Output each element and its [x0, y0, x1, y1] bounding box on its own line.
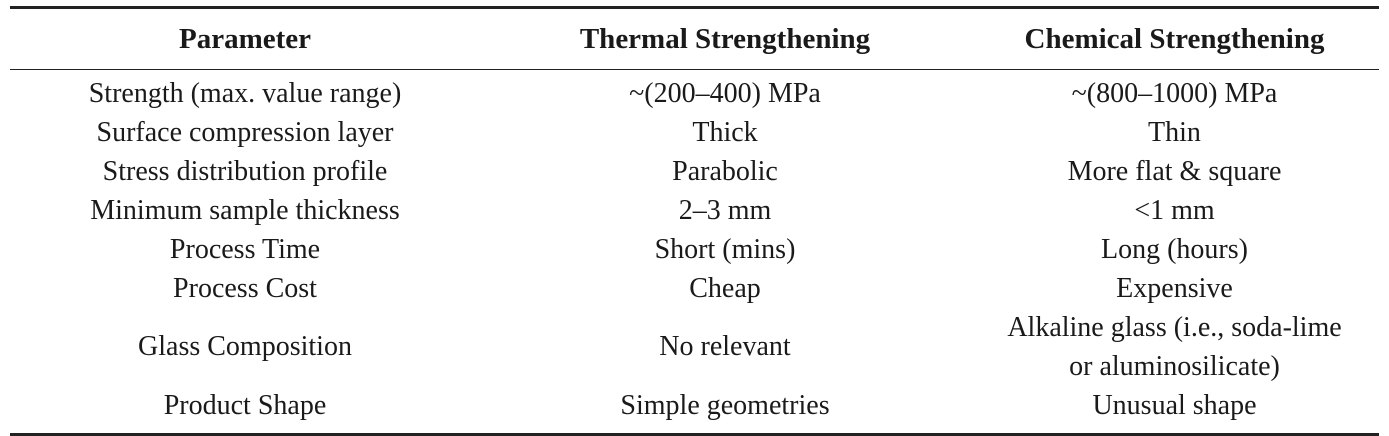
cell-parameter: Surface compression layer	[96, 116, 394, 148]
table-row: Glass Composition No relevant Alkaline g…	[10, 308, 1379, 386]
header-chemical-strengthening: Chemical Strengthening	[1024, 22, 1325, 55]
cell-parameter: Process Time	[169, 233, 321, 265]
header-parameter: Parameter	[178, 22, 311, 55]
cell-thermal: Thick	[692, 116, 758, 148]
table-row: Process Time Short (mins) Long (hours)	[10, 230, 1379, 269]
cell-thermal: Simple geometries	[620, 389, 830, 421]
cell-chemical: Expensive	[1116, 272, 1233, 304]
cell-chemical: Unusual shape	[1092, 389, 1257, 421]
table-top-rule	[10, 6, 1379, 9]
cell-parameter: Minimum sample thickness	[90, 194, 400, 226]
cell-chemical-line-2: or aluminosilicate)	[1069, 351, 1280, 382]
table-row: Surface compression layer Thick Thin	[10, 113, 1379, 152]
cell-parameter: Stress distribution profile	[102, 155, 388, 187]
cell-thermal: 2–3 mm	[678, 194, 772, 226]
cell-thermal: Parabolic	[672, 155, 778, 187]
table-row: Strength (max. value range) ~(200–400) M…	[10, 74, 1379, 113]
comparison-table: Parameter Thermal Strengthening Chemical…	[10, 6, 1379, 436]
table-row: Process Cost Cheap Expensive	[10, 269, 1379, 308]
cell-thermal: No relevant	[659, 331, 791, 362]
cell-chemical: ~(800–1000) MPa	[1071, 77, 1278, 109]
cell-parameter: Strength (max. value range)	[88, 77, 402, 109]
cell-parameter: Glass Composition	[138, 331, 352, 362]
cell-chemical: Alkaline glass (i.e., soda-lime or alumi…	[970, 308, 1379, 386]
cell-chemical: <1 mm	[1134, 194, 1215, 226]
cell-chemical: Long (hours)	[1101, 233, 1248, 265]
cell-thermal: Cheap	[689, 272, 761, 304]
cell-chemical: More flat & square	[1067, 155, 1282, 187]
cell-thermal: ~(200–400) MPa	[629, 77, 821, 109]
cell-chemical-line-1: Alkaline glass (i.e., soda-lime	[1007, 312, 1342, 343]
table-header-rule	[10, 69, 1379, 70]
header-thermal-strengthening: Thermal Strengthening	[579, 22, 871, 55]
cell-parameter: Process Cost	[173, 272, 317, 304]
table-header-row: Parameter Thermal Strengthening Chemical…	[10, 9, 1379, 69]
table-body: Strength (max. value range) ~(200–400) M…	[10, 70, 1379, 433]
table-row: Minimum sample thickness 2–3 mm <1 mm	[10, 191, 1379, 230]
table-row: Product Shape Simple geometries Unusual …	[10, 386, 1379, 425]
cell-thermal: Short (mins)	[654, 233, 796, 265]
cell-parameter: Product Shape	[163, 389, 327, 421]
table-row: Stress distribution profile Parabolic Mo…	[10, 152, 1379, 191]
cell-chemical: Thin	[1148, 116, 1201, 148]
